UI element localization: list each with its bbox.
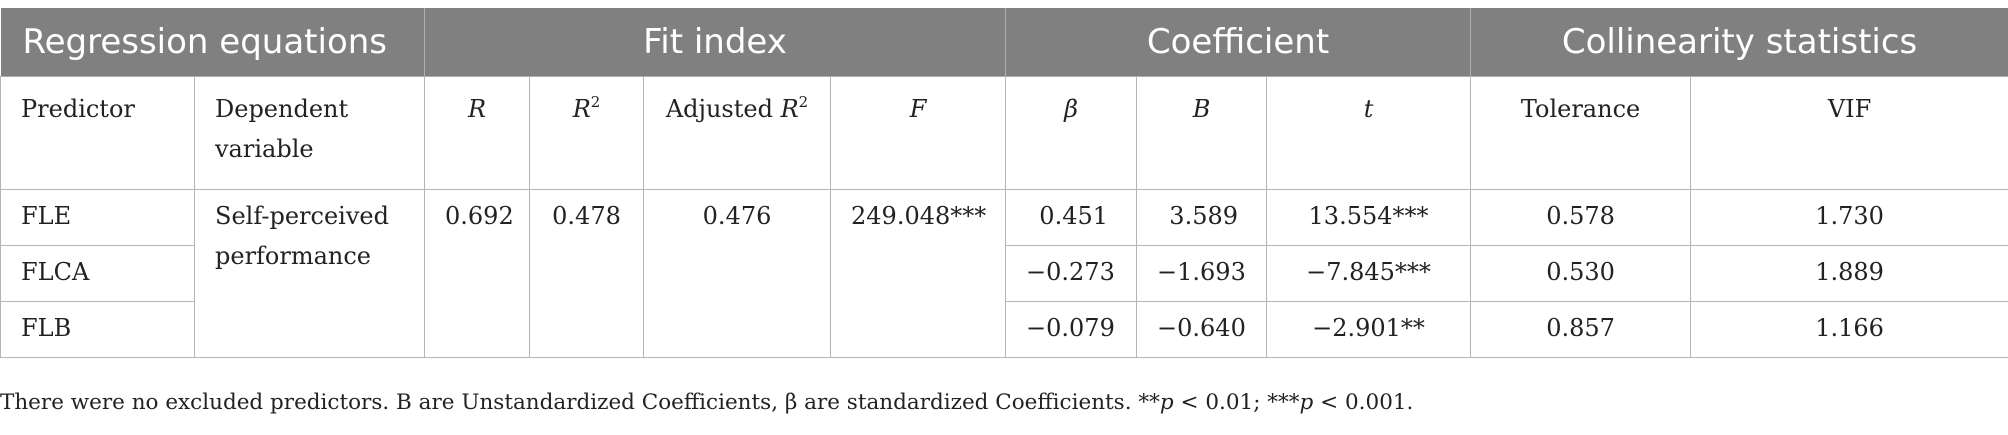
header-beta: β: [1005, 76, 1138, 190]
table-row: FLE Self-perceived performance 0.692 0.4…: [0, 189, 2008, 358]
cell-tolerance: 0.530: [1470, 245, 1692, 302]
cell-vif: 1.889: [1690, 245, 2008, 302]
cell-predictor: FLE: [0, 189, 195, 246]
header-adjusted-base: R: [780, 95, 799, 123]
header-adjusted-sup: 2: [798, 93, 809, 111]
table-footnote: There were no excluded predictors. B are…: [0, 390, 2008, 415]
cell-beta: −0.079: [1005, 301, 1138, 358]
cell-t: −7.845***: [1266, 245, 1472, 302]
column-header-row: Predictor Dependent variable R R2 Adjust…: [0, 76, 2008, 190]
group-coefficient: Coefficient: [1005, 8, 1472, 77]
footnote-p1: p: [1159, 390, 1174, 415]
footnote-mid: < 0.01; ***: [1173, 390, 1300, 415]
cell-beta: −0.273: [1005, 245, 1138, 302]
footnote-p2: p: [1299, 390, 1314, 415]
cell-tolerance: 0.857: [1470, 301, 1692, 358]
header-adjusted-prefix: Adjusted: [665, 95, 781, 123]
header-r: R: [424, 76, 531, 190]
header-t: t: [1266, 76, 1472, 190]
cell-beta: 0.451: [1005, 189, 1138, 246]
header-dependent-variable: Dependent variable: [193, 76, 426, 190]
cell-t: 13.554***: [1266, 189, 1472, 246]
cell-vif: 1.730: [1690, 189, 2008, 246]
header-r-squared-base: R: [572, 95, 591, 123]
cell-b: 3.589: [1136, 189, 1268, 246]
header-r-squared: R2: [529, 76, 645, 190]
header-vif: VIF: [1690, 76, 2008, 190]
cell-predictor: FLB: [0, 301, 195, 358]
cell-vif: 1.166: [1690, 301, 2008, 358]
header-b: B: [1136, 76, 1268, 190]
group-header-row: Regression equations Fit index Coefficie…: [0, 8, 2008, 77]
cell-b: −0.640: [1136, 301, 1268, 358]
cell-adjusted-r-squared: 0.476: [643, 189, 832, 358]
header-f: F: [830, 76, 1007, 190]
cell-r-squared: 0.478: [529, 189, 645, 358]
regression-table: Regression equations Fit index Coefficie…: [0, 8, 2008, 358]
footnote-end: < 0.001.: [1313, 390, 1414, 415]
footnote-text: There were no excluded predictors. B are…: [0, 390, 1160, 415]
cell-t: −2.901**: [1266, 301, 1472, 358]
cell-r: 0.692: [424, 189, 531, 358]
header-adjusted-r-squared: Adjusted R2: [643, 76, 832, 190]
cell-tolerance: 0.578: [1470, 189, 1692, 246]
cell-predictor: FLCA: [0, 245, 195, 302]
cell-dependent-variable: Self-perceived performance: [193, 189, 426, 358]
cell-f: 249.048***: [830, 189, 1007, 358]
header-r-squared-sup: 2: [590, 93, 601, 111]
header-predictor: Predictor: [0, 76, 195, 190]
header-tolerance: Tolerance: [1470, 76, 1692, 190]
group-regression-equations: Regression equations: [0, 8, 426, 77]
cell-b: −1.693: [1136, 245, 1268, 302]
regression-table-container: Regression equations Fit index Coefficie…: [0, 8, 2008, 358]
table-row: FLB −0.079 −0.640 −2.901** 0.857 1.166: [0, 301, 2008, 358]
group-fit-index: Fit index: [424, 8, 1007, 77]
group-collinearity: Collinearity statistics: [1470, 8, 2008, 77]
